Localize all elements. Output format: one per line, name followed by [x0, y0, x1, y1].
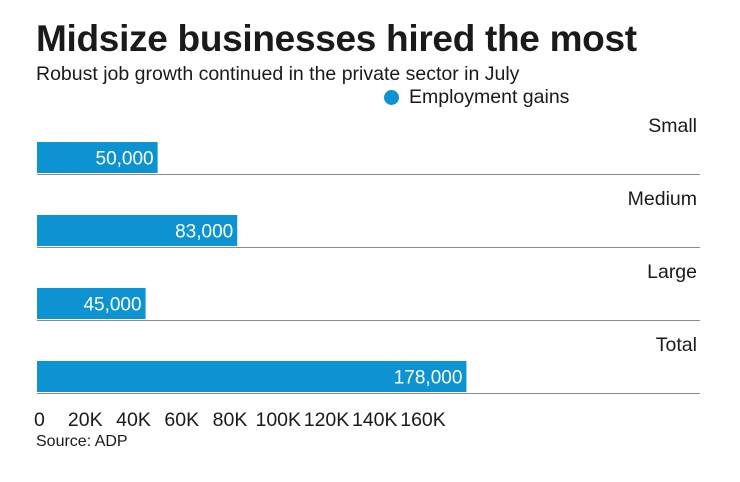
category-label-large: Large: [647, 261, 697, 283]
bar-value-label-large: 45,000: [83, 295, 141, 316]
bar-small: [37, 142, 158, 173]
x-tick-label: 100K: [255, 409, 301, 431]
x-tick-label: 120K: [304, 409, 350, 431]
bar-value-label-total: 178,000: [394, 368, 463, 389]
legend-swatch-icon: [384, 90, 399, 105]
x-tick-label: 80K: [213, 409, 248, 431]
x-tick-label: 160K: [400, 409, 446, 431]
bar-value-label-small: 50,000: [96, 149, 154, 170]
chart-title: Midsize businesses hired the most: [36, 18, 637, 59]
legend: Employment gains: [384, 86, 569, 109]
x-tick-label: 0: [34, 409, 45, 431]
x-tick-label: 40K: [116, 409, 151, 431]
x-tick-label: 140K: [352, 409, 398, 431]
bar-value-label-medium: 83,000: [175, 222, 233, 243]
bar-large: [37, 288, 146, 319]
category-label-total: Total: [656, 334, 697, 356]
source-note: Source: ADP: [36, 433, 128, 450]
x-tick-label: 60K: [164, 409, 199, 431]
chart-subtitle: Robust job growth continued in the priva…: [36, 63, 520, 85]
x-tick-label: 20K: [68, 409, 103, 431]
bar-total: [37, 361, 467, 392]
category-label-small: Small: [648, 115, 697, 137]
category-label-medium: Medium: [628, 188, 697, 210]
bar-medium: [37, 215, 238, 246]
legend-label: Employment gains: [409, 86, 570, 108]
